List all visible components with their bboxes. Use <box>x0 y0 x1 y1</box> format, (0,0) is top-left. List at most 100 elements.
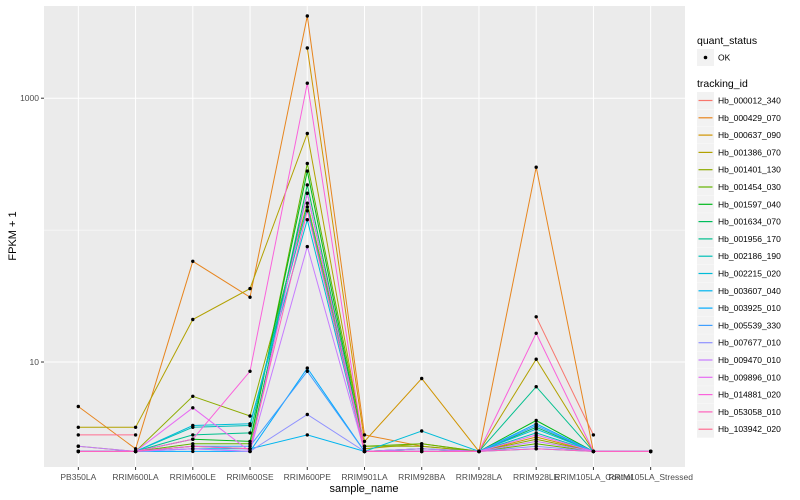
data-point <box>248 369 252 373</box>
legend-label-tracking-id: Hb_001956_170 <box>718 234 781 244</box>
data-point <box>133 449 138 454</box>
x-tick-label: RRIM600SE <box>226 472 274 482</box>
y-tick-label: 1000 <box>20 93 39 103</box>
data-point <box>248 439 252 444</box>
legend-label-tracking-id: Hb_005539_330 <box>718 320 781 330</box>
data-point <box>534 447 538 451</box>
data-point <box>591 433 596 437</box>
data-point <box>248 295 252 299</box>
y-axis-title: FPKM + 1 <box>7 211 19 260</box>
data-point <box>534 315 538 319</box>
legend-title-tracking-id: tracking_id <box>697 78 748 90</box>
x-tick-label: RRIM600LE <box>170 472 217 482</box>
legend-label-tracking-id: Hb_001454_030 <box>718 182 781 192</box>
legend-label-tracking-id: Hb_007677_010 <box>718 338 781 348</box>
legend-label-tracking-id: Hb_014881_020 <box>718 390 781 400</box>
data-point <box>305 218 309 222</box>
legend-label-tracking-id: Hb_000429_070 <box>718 113 781 123</box>
series-line-Hb_000012_340 <box>535 316 594 436</box>
data-point <box>305 369 309 373</box>
plot-panel <box>44 6 685 467</box>
data-point <box>362 439 367 444</box>
data-point <box>191 449 195 454</box>
data-point <box>191 437 195 441</box>
legend: quant_status OK tracking_id Hb_000012_34… <box>697 35 781 438</box>
data-point <box>76 444 81 448</box>
y-axis: 10 1000 <box>20 93 44 367</box>
x-axis-title: sample_name <box>329 483 398 495</box>
x-tick-label: RRIM105LA_Stressed <box>608 472 693 482</box>
data-point <box>248 444 252 448</box>
data-point <box>76 425 81 429</box>
legend-label-tracking-id: Hb_103942_020 <box>718 424 781 434</box>
data-point <box>305 412 309 417</box>
legend-title-quant-status: quant_status <box>697 35 757 47</box>
data-point <box>534 418 538 423</box>
legend-label-tracking-id: Hb_001634_070 <box>718 217 781 227</box>
legend-label-tracking-id: Hb_001597_040 <box>718 199 781 209</box>
data-point <box>305 131 309 136</box>
data-point <box>248 286 252 291</box>
data-point <box>191 406 195 410</box>
data-point <box>534 433 538 437</box>
series-points <box>76 14 653 454</box>
data-point <box>191 317 195 322</box>
legend-label-tracking-id: Hb_001386_070 <box>718 147 781 157</box>
data-point <box>133 433 138 437</box>
legend-label-tracking-id: Hb_003925_010 <box>718 303 781 313</box>
data-point <box>248 414 252 418</box>
x-tick-label: RRIM105LA_Control <box>554 472 633 482</box>
data-point <box>191 394 195 398</box>
data-point <box>305 201 309 205</box>
data-point <box>420 376 424 381</box>
data-point <box>76 433 81 437</box>
data-point <box>248 447 252 451</box>
legend-label-tracking-id: Hb_009896_010 <box>718 372 781 382</box>
legend-point-ok <box>703 55 708 60</box>
data-point <box>534 444 538 448</box>
data-point <box>305 169 309 173</box>
data-point <box>362 444 367 448</box>
x-axis: PB350LA RRIM600LA RRIM600LE RRIM600SE RRIM60… <box>60 467 693 482</box>
data-point <box>420 447 424 451</box>
data-point <box>76 404 81 409</box>
legend-label-tracking-id: Hb_053058_010 <box>718 407 781 417</box>
data-point <box>248 431 252 435</box>
data-point <box>305 366 309 370</box>
x-tick-label: RRIM928BA <box>398 472 446 482</box>
data-point <box>534 165 538 169</box>
legend-label-tracking-id: Hb_001401_130 <box>718 165 781 175</box>
data-point <box>191 444 195 448</box>
data-point <box>191 442 195 446</box>
data-point <box>534 442 538 446</box>
data-point <box>76 449 81 454</box>
data-point <box>133 425 138 429</box>
data-point <box>362 433 367 437</box>
data-point <box>534 331 538 335</box>
data-point <box>191 447 195 451</box>
data-point <box>305 46 309 50</box>
x-tick-label: RRIM600PE <box>284 472 332 482</box>
data-point <box>305 14 309 18</box>
data-point <box>534 385 538 389</box>
legend-items: Hb_000012_340 Hb_000429_070 Hb_000637_090 H… <box>697 92 781 438</box>
data-point <box>133 447 138 451</box>
x-tick-label: RRIM600LA <box>112 472 159 482</box>
x-tick-label: RRIM928LA <box>456 472 503 482</box>
data-point <box>305 433 309 437</box>
data-point <box>248 442 252 446</box>
legend-label-tracking-id: Hb_002186_190 <box>718 251 781 261</box>
data-point <box>534 439 538 444</box>
data-point <box>305 183 309 187</box>
data-point <box>534 427 538 431</box>
data-point <box>477 449 481 454</box>
data-point <box>420 442 424 446</box>
legend-label-tracking-id: Hb_009470_010 <box>718 355 781 365</box>
data-point <box>420 429 424 433</box>
data-point <box>248 422 252 426</box>
x-tick-label: PB350LA <box>60 472 96 482</box>
legend-label-tracking-id: Hb_000012_340 <box>718 96 781 106</box>
data-point <box>305 81 309 85</box>
data-point <box>362 449 367 454</box>
